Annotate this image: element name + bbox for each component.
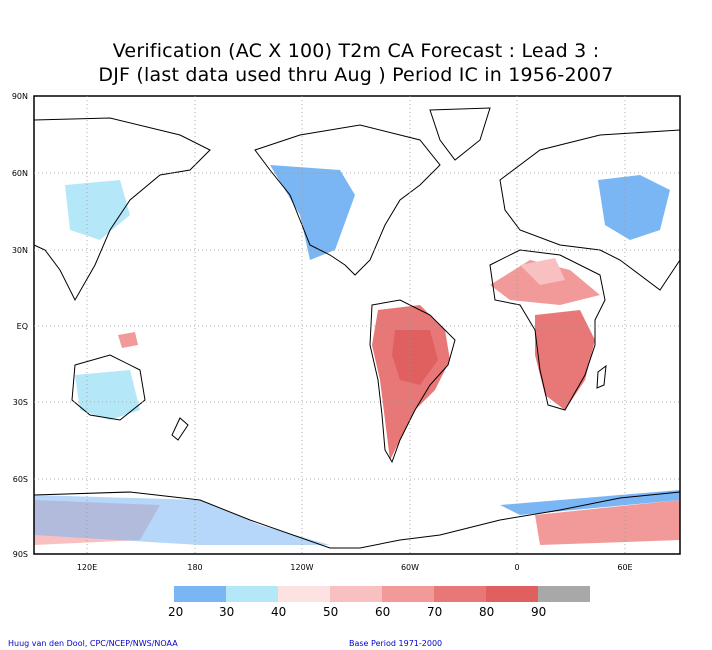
colorbar-swatch-5	[382, 586, 434, 602]
new-zealand-outline	[171, 417, 189, 441]
colorbar-label-20: 20	[168, 605, 184, 619]
coastlines	[33, 107, 681, 549]
greenland-outline	[429, 107, 491, 161]
colorbar-label-30: 30	[219, 605, 235, 619]
eurasia-blue-region	[598, 175, 670, 240]
colorbar-swatch-4	[330, 586, 382, 602]
colorbar-label-90: 90	[531, 605, 547, 619]
lat-label-60n: 60N	[12, 169, 28, 178]
antarctica-positive-band-east	[535, 500, 680, 545]
south-america-core-region	[392, 330, 438, 385]
eurasia-outline-east	[499, 129, 681, 291]
colorbar-swatch-8	[538, 586, 590, 602]
colorbar-label-40: 40	[271, 605, 287, 619]
colorbar-swatch-2	[226, 586, 278, 602]
map-title-line-2: DJF (last data used thru Aug ) Period IC…	[98, 64, 614, 86]
lon-label-120e: 120E	[77, 563, 97, 572]
lon-label-120w: 120W	[290, 563, 313, 572]
colorbar-label-80: 80	[479, 605, 495, 619]
lat-label-90s: 90S	[13, 550, 28, 559]
colorbar-swatch-7	[486, 586, 538, 602]
south-america-outline	[369, 299, 456, 464]
antarctica-blue-band-west	[34, 495, 330, 545]
africa-outline	[489, 249, 606, 411]
africa-central-positive-region	[535, 310, 595, 410]
lat-label-30n: 30N	[12, 246, 28, 255]
colorbar-swatch-1	[174, 586, 226, 602]
colorbar-label-60: 60	[375, 605, 391, 619]
colorbar	[174, 586, 590, 602]
credit-text: Huug van den Dool, CPC/NCEP/NWS/NOAA	[8, 639, 178, 648]
base-period-text: Base Period 1971-2000	[349, 639, 443, 648]
colorbar-label-70: 70	[427, 605, 443, 619]
australia-outline	[71, 354, 146, 421]
lon-label-60w: 60W	[401, 563, 419, 572]
sahara-pink-region	[520, 258, 565, 285]
north-america-blue-region	[270, 165, 355, 260]
colorbar-label-50: 50	[323, 605, 339, 619]
map-title-line-1: Verification (AC X 100) T2m CA Forecast …	[112, 40, 600, 62]
lat-label-30s: 30S	[13, 398, 28, 407]
lon-label-0: 0	[514, 563, 519, 572]
shaded-regions	[34, 165, 680, 545]
antarctica-outline	[33, 491, 681, 549]
asia-blue-region	[65, 180, 130, 240]
maritime-continent-pink-region	[118, 332, 138, 348]
lat-label-eq: EQ	[17, 322, 28, 331]
map-frame	[33, 95, 681, 555]
graticule	[34, 96, 680, 554]
lat-label-60s: 60S	[13, 475, 28, 484]
lon-label-60e: 60E	[617, 563, 632, 572]
lat-label-90n: 90N	[12, 92, 28, 101]
colorbar-swatch-3	[278, 586, 330, 602]
australia-blue-region	[75, 370, 140, 420]
colorbar-swatch-6	[434, 586, 486, 602]
longitude-labels: 120E 180 120W 60W 0 60E	[77, 563, 633, 572]
north-america-outline	[254, 124, 441, 276]
lon-label-180: 180	[187, 563, 202, 572]
madagascar-outline	[596, 364, 607, 389]
eurasia-outline-west	[33, 117, 211, 302]
latitude-labels: 90N 60N 30N EQ 30S 60S 90S	[12, 92, 28, 559]
